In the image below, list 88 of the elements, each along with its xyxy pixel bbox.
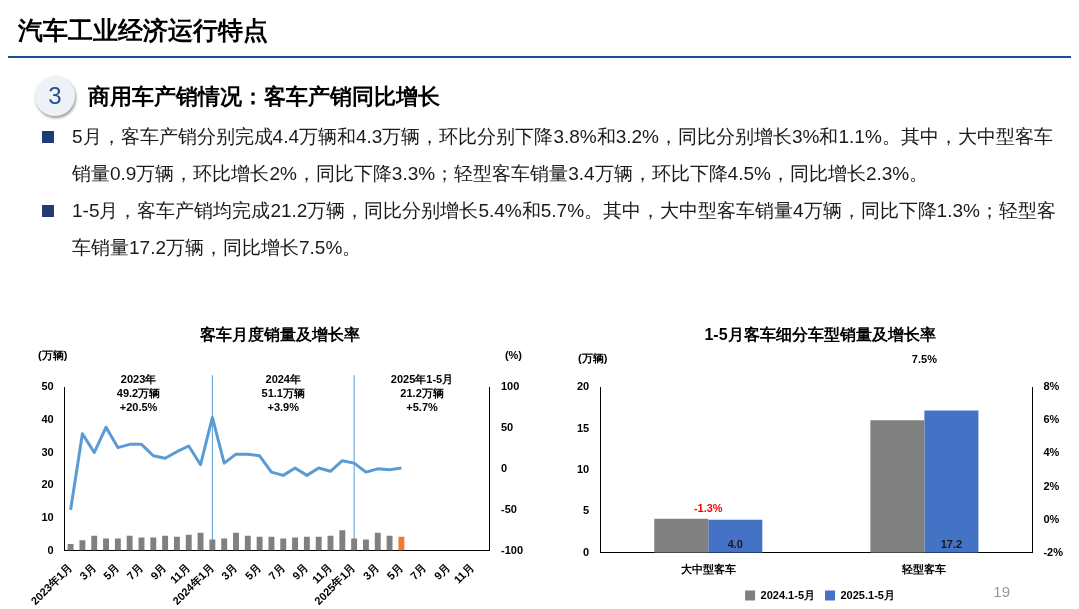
bar (339, 530, 346, 551)
y2-tick-label: 0 (500, 461, 508, 474)
annotation: -1.3% (693, 501, 723, 514)
x-tick-label: 3月 (77, 561, 98, 582)
bar (197, 532, 204, 551)
y-tick-label: 15 (576, 421, 590, 434)
y-tick-label: 10 (41, 510, 54, 523)
y-tick-label: 0 (47, 543, 54, 556)
bar (386, 535, 393, 551)
bar (374, 532, 381, 551)
bar (351, 538, 358, 551)
data-label: 4.0 (727, 537, 743, 550)
bar (924, 410, 979, 553)
y2-tick-label: 4% (1043, 446, 1060, 459)
legend-label: 2025.1-5月 (840, 588, 895, 601)
y2-tick-label: -50 (500, 502, 517, 515)
bar (870, 420, 925, 553)
chart-title: 客车月度销量及增长率 (199, 325, 360, 344)
bar (209, 539, 216, 551)
bar (150, 537, 157, 551)
y-tick-label: 20 (576, 380, 590, 393)
data-label: 17.2 (940, 537, 963, 550)
y-tick-label: 30 (41, 445, 54, 458)
bar (398, 536, 405, 551)
legend-label: 2024.1-5月 (760, 588, 816, 601)
text: 3 (35, 76, 75, 116)
chart-title: 1-5月客车细分车型销量及增长率 (704, 325, 936, 344)
bar (256, 536, 263, 551)
bar (67, 543, 74, 551)
x-tick-label: 3月 (218, 561, 240, 582)
bar (362, 539, 369, 551)
y2-tick-label: 6% (1043, 413, 1060, 426)
x-tick-label: 3月 (360, 561, 382, 582)
annotation: 2025年1-5月 21.2万辆 +5.7% (390, 373, 454, 414)
y-tick-label: 5 (583, 504, 590, 517)
bar (280, 538, 287, 551)
x-tick-label: 5月 (242, 561, 264, 582)
y-tick-label: 10 (576, 463, 590, 476)
text: 商用车产销情况：客车产销同比增长 (88, 83, 440, 111)
bar (303, 536, 310, 551)
x-tick-label: 轻型客车 (901, 563, 947, 576)
annotation: 2023年 49.2万辆 +20.5% (116, 373, 161, 414)
y-tick-label: 50 (41, 380, 54, 393)
bar (173, 536, 180, 551)
y2-tick-label: 0% (1043, 512, 1060, 525)
text: 汽车工业经济运行特点 (18, 15, 268, 46)
bar (185, 534, 192, 551)
y-axis-title: (万辆) (38, 349, 68, 362)
text: 7.5% (911, 353, 938, 366)
y-tick-label: 0 (583, 545, 590, 558)
bar (162, 535, 169, 551)
y2-tick-label: 100 (500, 380, 520, 393)
x-tick-label: 5月 (384, 561, 405, 582)
x-tick-label: 5月 (100, 561, 122, 582)
y2-axis-title: (%) (504, 349, 523, 362)
y2-tick-label: 2% (1043, 479, 1060, 492)
text: 1-5月，客车产销均完成21.2万辆，同比分别增长5.4%和5.7%。其中，大中型客车销量4万辆，同比下降1.3%；轻型客车销量17.2万辆，同比增长7.5%。 (72, 200, 1056, 258)
annotation: 2024年 51.1万辆 +3.9% (261, 373, 305, 414)
bar (654, 518, 709, 553)
bar (268, 536, 275, 551)
x-tick-label: 11月 (451, 561, 476, 586)
y-axis-title: (万辆) (578, 352, 608, 365)
bar (708, 519, 763, 553)
y2-tick-label: 50 (500, 421, 514, 434)
y-tick-label: 40 (41, 412, 54, 425)
bar (292, 537, 299, 551)
x-tick-label: 9月 (289, 561, 311, 582)
bar (244, 535, 251, 551)
text: 19 (993, 583, 1010, 601)
x-tick-label: 大中型客车 (680, 563, 736, 576)
x-tick-label: 7月 (124, 561, 146, 582)
y2-tick-label: -100 (500, 543, 524, 556)
x-tick-label: 9月 (148, 561, 169, 582)
bar (233, 532, 239, 551)
bar (221, 538, 228, 551)
y2-tick-label: 8% (1043, 380, 1060, 393)
x-tick-label: 9月 (431, 561, 453, 582)
x-tick-label: 7月 (407, 561, 429, 582)
y2-tick-label: -2% (1043, 545, 1064, 558)
bar (79, 540, 86, 551)
y-tick-label: 20 (41, 478, 54, 491)
bar (91, 535, 98, 551)
bar (103, 538, 109, 551)
bar (114, 538, 121, 551)
text: 5月，客车产销分别完成4.4万辆和4.3万辆，环比分别下降3.8%和3.2%，同比分别增长3%和1.1%。其中，大中型客车销量0.9万辆，环比增长2%，同比下降3.3%；轻型客车销量3.4万辆，环比下降4.5%，同比增长2.3%。 (72, 126, 1053, 184)
bar (126, 535, 133, 551)
bar (315, 536, 322, 551)
x-tick-label: 7月 (266, 561, 287, 582)
